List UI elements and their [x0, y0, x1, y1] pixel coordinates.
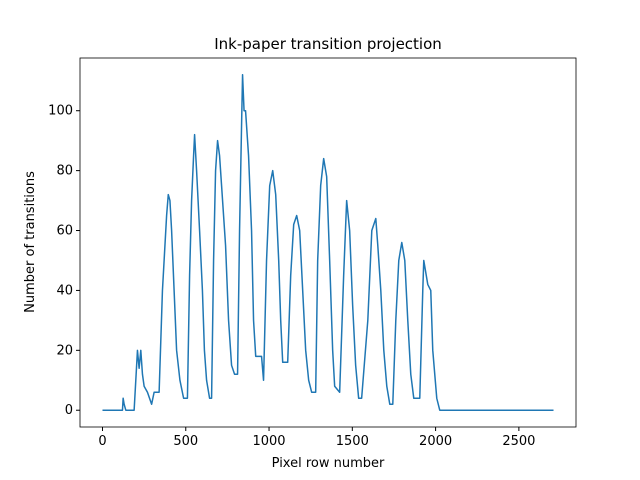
y-tick-label: 20 — [56, 343, 73, 358]
y-axis-label: Number of transitions — [23, 171, 38, 313]
x-tick-label: 1500 — [336, 434, 369, 449]
x-tick-label: 500 — [173, 434, 198, 449]
y-tick-label: 60 — [56, 224, 73, 239]
chart-title: Ink-paper transition projection — [214, 35, 442, 53]
x-tick-label: 1000 — [252, 434, 285, 449]
data-line — [102, 74, 554, 411]
x-tick-label: 0 — [98, 434, 106, 449]
plot-frame — [79, 57, 577, 428]
y-tick-label: 80 — [56, 164, 73, 179]
y-tick-label: 40 — [56, 283, 73, 298]
x-tick-label: 2500 — [502, 434, 535, 449]
y-tick-label: 100 — [48, 104, 73, 119]
y-tick-label: 0 — [65, 403, 73, 418]
x-axis-label: Pixel row number — [272, 456, 385, 471]
x-tick-label: 2000 — [419, 434, 452, 449]
